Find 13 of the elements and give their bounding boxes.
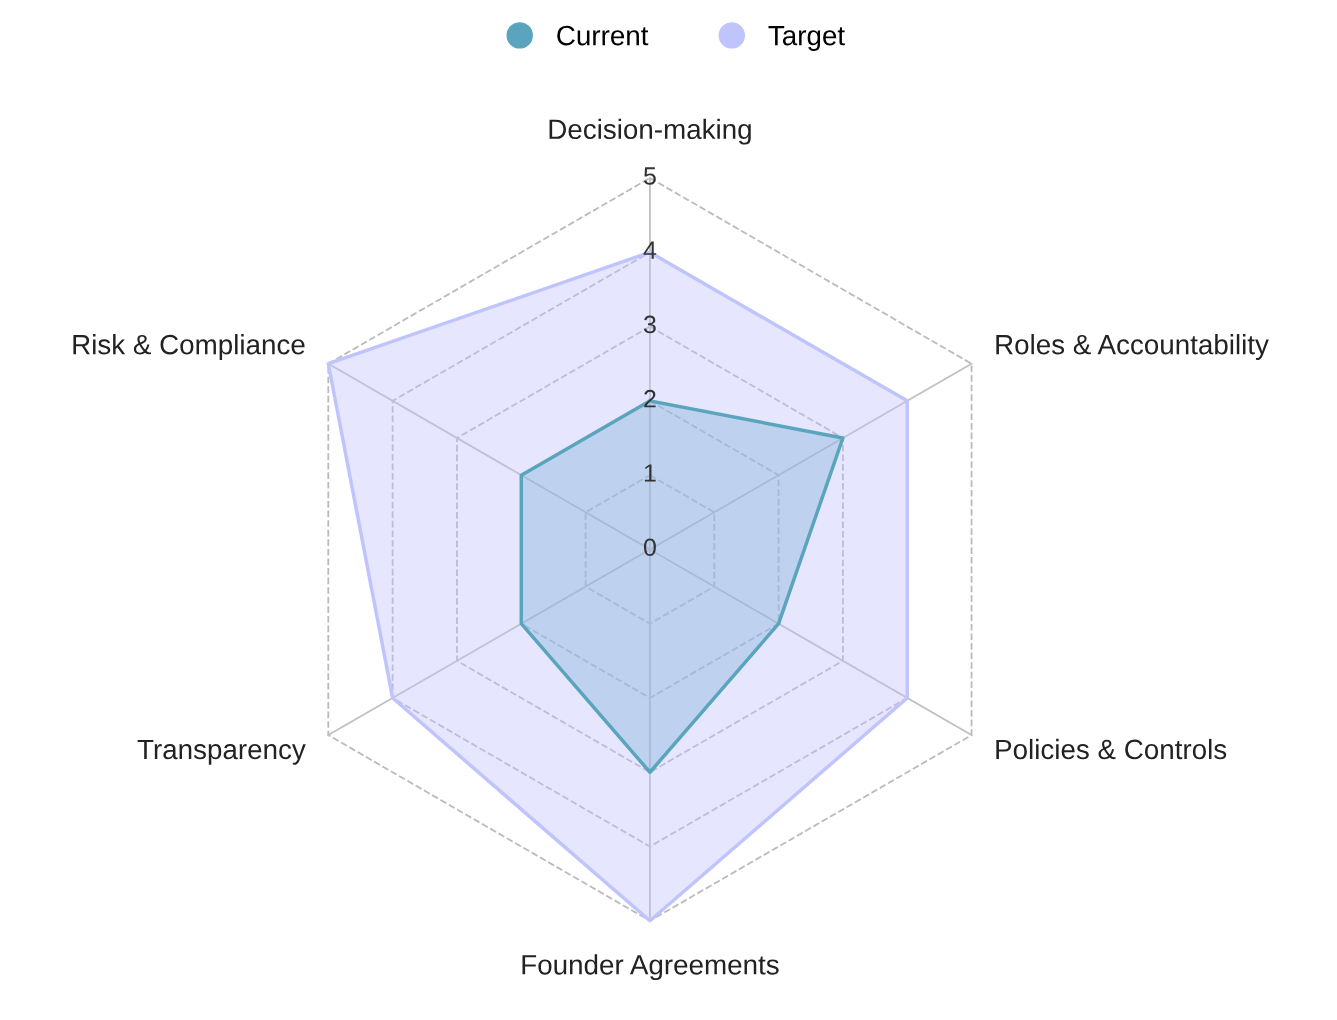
y-tick-label: 1 (644, 464, 656, 482)
y-tick-label: 5 (643, 167, 656, 185)
spoke-label: Risk & Compliance (73, 334, 305, 360)
y-tick-label: 3 (643, 315, 656, 334)
spoke-label: Founder Agreements (522, 954, 779, 981)
legend-label: Target (768, 26, 845, 51)
legend-label: Current (557, 25, 649, 46)
spoke-label: Policies & Controls (996, 738, 1227, 760)
spoke-label: Transparency (137, 739, 306, 765)
y-tick-label: 4 (643, 241, 657, 259)
spoke-label: Decision-making (549, 118, 751, 145)
y-tick-label: 0 (643, 538, 656, 557)
spoke-label: Roles & Accountability (996, 334, 1269, 360)
